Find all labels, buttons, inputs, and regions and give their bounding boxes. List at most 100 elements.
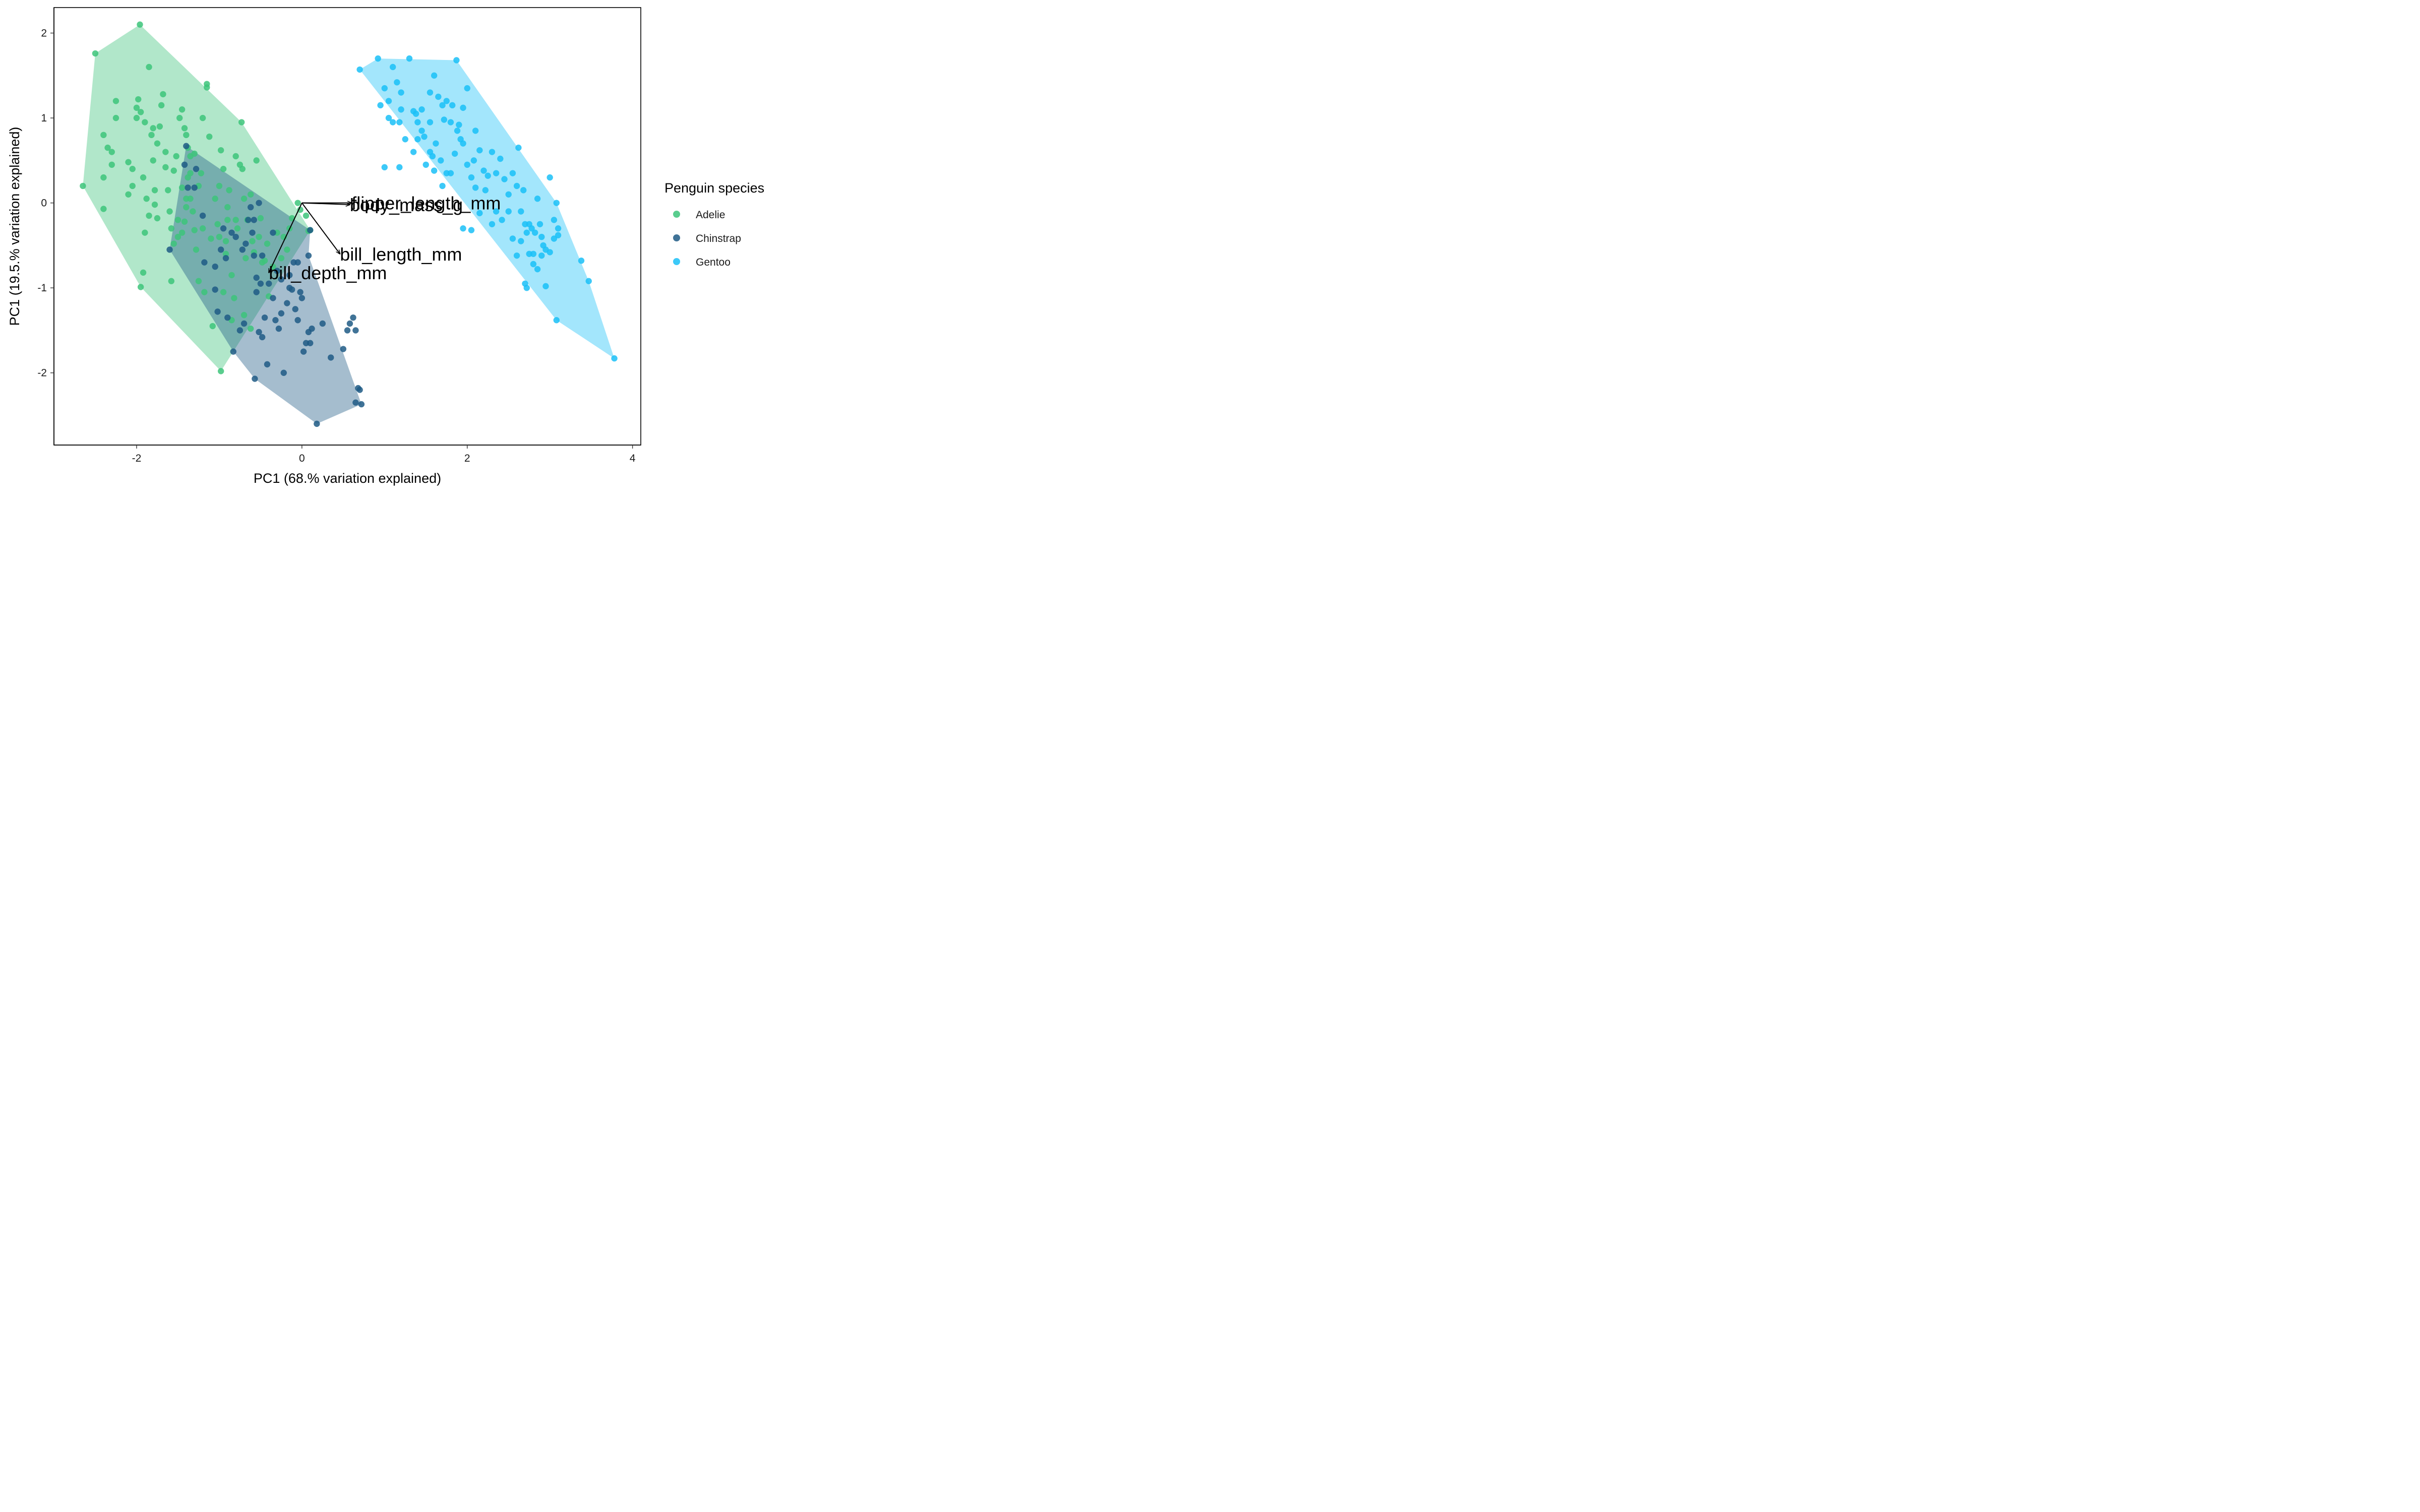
point-adelie <box>216 182 223 190</box>
point-adelie <box>162 164 169 171</box>
point-chinstrap <box>193 166 200 172</box>
point-gentoo <box>439 182 446 190</box>
point-adelie <box>190 208 196 215</box>
point-gentoo <box>528 225 535 232</box>
point-adelie <box>278 255 285 262</box>
point-adelie <box>100 132 107 139</box>
y-tick-label: 2 <box>41 28 47 39</box>
point-chinstrap <box>270 229 276 236</box>
point-gentoo <box>460 104 466 111</box>
point-gentoo <box>464 161 470 168</box>
point-adelie <box>234 225 241 232</box>
point-chinstrap <box>252 375 258 382</box>
point-gentoo <box>431 167 438 174</box>
point-adelie <box>297 206 304 213</box>
point-adelie <box>160 91 166 98</box>
point-gentoo <box>410 149 417 155</box>
point-gentoo <box>551 217 558 223</box>
point-chinstrap <box>344 327 351 334</box>
point-chinstrap <box>294 259 301 266</box>
point-gentoo <box>551 235 558 242</box>
loading-label-body-mass-g: body_mass_g <box>350 195 463 215</box>
point-gentoo <box>447 170 454 176</box>
point-gentoo <box>385 98 392 104</box>
point-adelie <box>140 174 147 181</box>
point-chinstrap <box>294 317 301 324</box>
point-adelie <box>261 258 268 264</box>
point-adelie <box>238 119 245 125</box>
point-chinstrap <box>224 314 231 321</box>
point-gentoo <box>418 128 425 134</box>
point-adelie <box>146 64 152 71</box>
point-chinstrap <box>232 233 239 240</box>
point-gentoo <box>476 147 483 154</box>
point-adelie <box>104 144 111 151</box>
x-axis: -2 0 2 4 <box>54 445 641 464</box>
point-chinstrap <box>309 325 315 332</box>
hull-gentoo <box>359 58 615 359</box>
point-gentoo <box>585 278 592 284</box>
point-gentoo <box>456 121 462 128</box>
point-chinstrap <box>266 280 272 287</box>
point-chinstrap <box>286 272 293 279</box>
y-tick-label: 0 <box>41 198 47 209</box>
point-chinstrap <box>298 295 306 301</box>
point-gentoo <box>381 85 388 92</box>
point-gentoo <box>513 182 520 190</box>
point-adelie <box>100 174 107 181</box>
point-gentoo <box>515 144 522 151</box>
loading-arrow-bill-depth-mm <box>269 203 302 273</box>
point-adelie <box>140 269 147 276</box>
point-adelie <box>154 140 161 147</box>
point-gentoo <box>505 208 512 215</box>
point-adelie <box>129 182 136 190</box>
point-chinstrap <box>212 263 218 270</box>
point-gentoo <box>538 252 545 259</box>
point-gentoo <box>441 116 448 123</box>
point-gentoo <box>394 79 400 86</box>
point-gentoo <box>578 258 585 264</box>
point-gentoo <box>412 110 419 117</box>
point-chinstrap <box>307 340 314 346</box>
point-chinstrap <box>259 252 266 259</box>
point-gentoo <box>523 229 530 236</box>
point-chinstrap <box>319 320 326 327</box>
point-gentoo <box>439 102 446 109</box>
point-chinstrap <box>249 229 256 236</box>
point-adelie <box>191 150 198 157</box>
point-adelie <box>294 200 301 206</box>
point-layer <box>80 21 618 427</box>
point-gentoo <box>435 93 442 100</box>
point-chinstrap <box>340 346 347 352</box>
point-gentoo <box>396 119 403 125</box>
point-gentoo <box>547 249 553 256</box>
point-gentoo <box>513 252 520 259</box>
point-chinstrap <box>191 184 198 191</box>
point-adelie <box>199 114 206 121</box>
point-adelie <box>240 196 248 202</box>
point-gentoo <box>421 133 428 140</box>
point-chinstrap <box>201 259 208 266</box>
point-gentoo <box>418 106 425 113</box>
point-adelie <box>150 157 156 164</box>
point-chinstrap <box>251 217 257 223</box>
point-gentoo <box>447 119 454 125</box>
point-adelie <box>148 132 155 139</box>
point-gentoo <box>433 140 439 147</box>
point-adelie <box>243 255 249 262</box>
point-adelie <box>142 229 148 236</box>
point-adelie <box>217 368 224 374</box>
point-chinstrap <box>245 217 252 223</box>
point-gentoo <box>464 85 470 92</box>
point-gentoo <box>509 170 516 176</box>
legend-label-chinstrap: Chinstrap <box>696 233 741 244</box>
point-adelie <box>253 157 260 164</box>
point-chinstrap <box>264 361 271 368</box>
point-adelie <box>302 212 310 219</box>
point-adelie <box>135 96 142 103</box>
point-gentoo <box>427 89 434 96</box>
point-gentoo <box>406 55 413 62</box>
point-adelie <box>166 208 173 215</box>
